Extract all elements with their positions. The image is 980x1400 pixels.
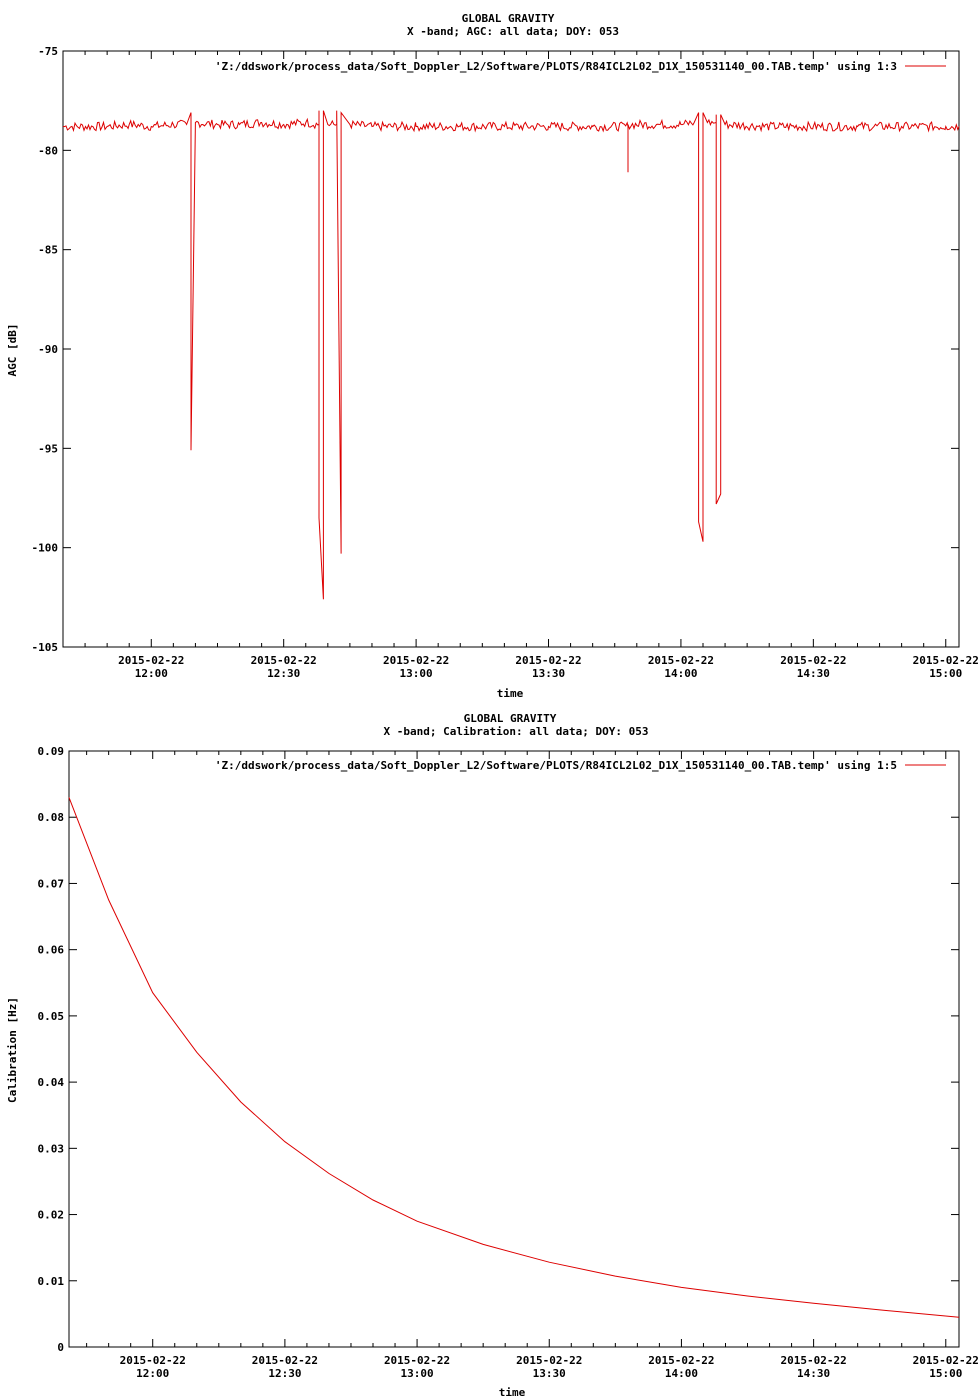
calibration-y-tick-label: 0.08 [38, 811, 65, 824]
agc-plot-frame [62, 50, 960, 648]
calibration-legend-label: 'Z:/ddswork/process_data/Soft_Doppler_L2… [215, 759, 897, 772]
calibration-x-tick-time: 14:00 [665, 1367, 698, 1380]
agc-x-tick-date: 2015-02-22 [515, 654, 581, 667]
agc-y-tick-label: -90 [38, 343, 58, 356]
calibration-x-tick-date: 2015-02-22 [780, 1354, 846, 1367]
calibration-x-tick-date: 2015-02-22 [648, 1354, 714, 1367]
agc-x-tick-date: 2015-02-22 [913, 654, 979, 667]
calibration-x-tick-date: 2015-02-22 [913, 1354, 979, 1367]
agc-chart-subtitle: X -band; AGC: all data; DOY: 053 [407, 25, 619, 38]
calibration-x-tick-date: 2015-02-22 [120, 1354, 186, 1367]
agc-y-tick-label: -80 [38, 144, 58, 157]
calibration-y-tick-label: 0 [57, 1341, 64, 1354]
agc-y-tick-label: -100 [32, 542, 59, 555]
calibration-y-tick-label: 0.06 [38, 944, 65, 957]
calibration-x-tick-date: 2015-02-22 [252, 1354, 318, 1367]
agc-x-tick-date: 2015-02-22 [780, 654, 846, 667]
agc-x-tick-time: 12:30 [267, 667, 300, 680]
agc-chart-title: GLOBAL GRAVITY [462, 12, 555, 25]
agc-x-tick-date: 2015-02-22 [251, 654, 317, 667]
calibration-y-tick-label: 0.01 [38, 1275, 65, 1288]
agc-plot-area: -75-80-85-90-95-100-1052015-02-2212:0020… [32, 45, 979, 680]
calibration-y-tick-label: 0.04 [38, 1076, 65, 1089]
agc-x-tick-time: 15:00 [929, 667, 962, 680]
agc-x-tick-time: 12:00 [135, 667, 168, 680]
calibration-y-tick-label: 0.05 [38, 1010, 65, 1023]
calibration-chart: GLOBAL GRAVITY X -band; Calibration: all… [6, 712, 979, 1399]
agc-y-tick-label: -85 [38, 244, 58, 257]
agc-x-tick-date: 2015-02-22 [648, 654, 714, 667]
calibration-x-tick-time: 13:00 [401, 1367, 434, 1380]
calibration-y-tick-label: 0.07 [38, 877, 65, 890]
calibration-plot-frame [68, 750, 960, 1348]
agc-y-tick-label: -75 [38, 45, 58, 58]
calibration-chart-title: GLOBAL GRAVITY [464, 712, 557, 725]
calibration-y-tick-label: 0.03 [38, 1142, 65, 1155]
calibration-x-tick-time: 12:00 [136, 1367, 169, 1380]
calibration-x-axis-label: time [499, 1386, 526, 1399]
agc-y-axis-label: AGC [dB] [6, 324, 19, 377]
calibration-x-tick-time: 12:30 [268, 1367, 301, 1380]
agc-x-tick-date: 2015-02-22 [383, 654, 449, 667]
calibration-series-line [68, 797, 960, 1318]
agc-x-tick-date: 2015-02-22 [118, 654, 184, 667]
agc-x-tick-time: 14:30 [797, 667, 830, 680]
calibration-x-tick-time: 15:00 [929, 1367, 962, 1380]
agc-x-tick-time: 14:00 [664, 667, 697, 680]
agc-chart: GLOBAL GRAVITY X -band; AGC: all data; D… [6, 12, 979, 700]
agc-x-tick-time: 13:00 [400, 667, 433, 680]
calibration-y-axis-label: Calibration [Hz] [6, 997, 19, 1103]
agc-y-tick-label: -105 [32, 641, 59, 654]
agc-x-tick-time: 13:30 [532, 667, 565, 680]
agc-x-axis-label: time [497, 687, 524, 700]
calibration-x-tick-date: 2015-02-22 [384, 1354, 450, 1367]
calibration-x-tick-time: 14:30 [797, 1367, 830, 1380]
calibration-plot-area: 0 0.01 0.02 0.03 0.04 0.05 0.06 0.07 0.08 0.09 201… [38, 745, 979, 1380]
agc-legend-label: 'Z:/ddswork/process_data/Soft_Doppler_L2… [215, 60, 897, 73]
calibration-y-tick-label: 0.09 [38, 745, 65, 758]
calibration-chart-subtitle: X -band; Calibration: all data; DOY: 053 [384, 725, 649, 738]
calibration-x-tick-date: 2015-02-22 [516, 1354, 582, 1367]
agc-series-line [62, 110, 960, 600]
agc-y-tick-label: -95 [38, 442, 58, 455]
calibration-x-tick-time: 13:30 [533, 1367, 566, 1380]
calibration-y-tick-label: 0.02 [38, 1209, 65, 1222]
